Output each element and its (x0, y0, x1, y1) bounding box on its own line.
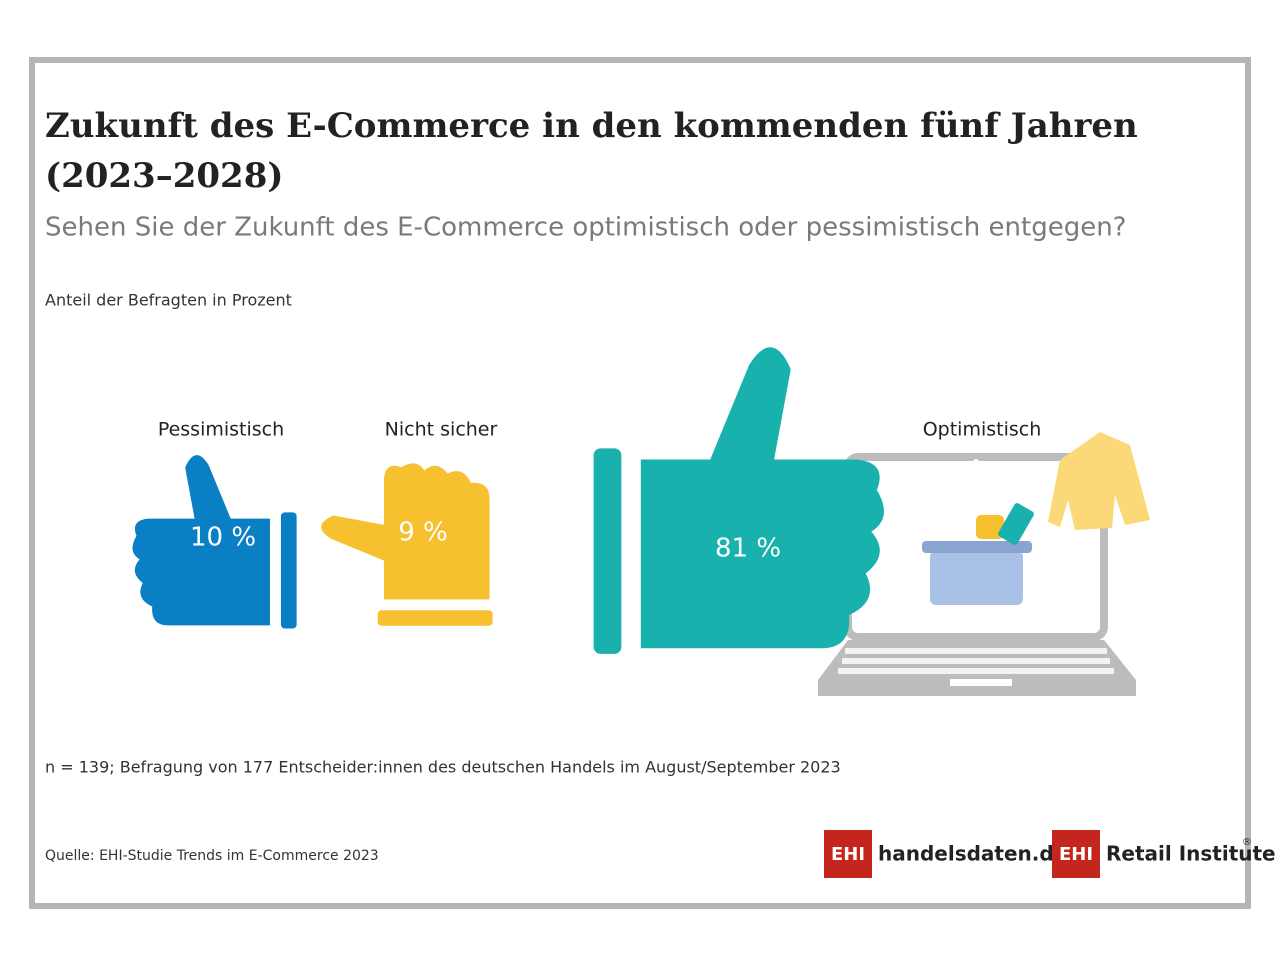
laptop (818, 432, 1150, 696)
hand-shape (640, 347, 884, 649)
title: Zukunft des E-Commerce in den kommenden … (45, 106, 1138, 146)
value-label: 81 % (715, 534, 781, 564)
hand-cuff (280, 512, 297, 629)
logo-text: Retail Institute (1106, 842, 1276, 866)
hand-icon (321, 463, 493, 626)
note: n = 139; Befragung von 177 Entscheider:i… (45, 758, 841, 777)
hand-cuff (593, 448, 622, 654)
hand-icon (132, 455, 297, 629)
source: Quelle: EHI-Studie Trends im E-Commerce … (45, 848, 379, 864)
frame (29, 57, 1251, 909)
hand-cuff (377, 610, 493, 626)
logo-sup: ® (1242, 837, 1252, 848)
title: (2023–2028) (45, 156, 283, 196)
unit-label: Anteil der Befragten in Prozent (45, 291, 292, 310)
value-label: 9 % (398, 518, 448, 548)
logo-box (824, 830, 872, 878)
category-label: Optimistisch (923, 419, 1042, 441)
hand-icon (593, 347, 884, 654)
logo-text: handelsdaten.de (878, 842, 1067, 866)
hand-shape (321, 463, 490, 600)
logo-mark: EHI (831, 844, 865, 865)
subtitle: Sehen Sie der Zukunft des E-Commerce opt… (45, 213, 1126, 243)
logo-mark: EHI (1059, 844, 1093, 865)
logo-box (1052, 830, 1100, 878)
hand-shape (132, 455, 270, 626)
category-label: Pessimistisch (158, 419, 284, 441)
value-label: 10 % (190, 523, 256, 553)
category-label: Nicht sicher (385, 419, 498, 441)
